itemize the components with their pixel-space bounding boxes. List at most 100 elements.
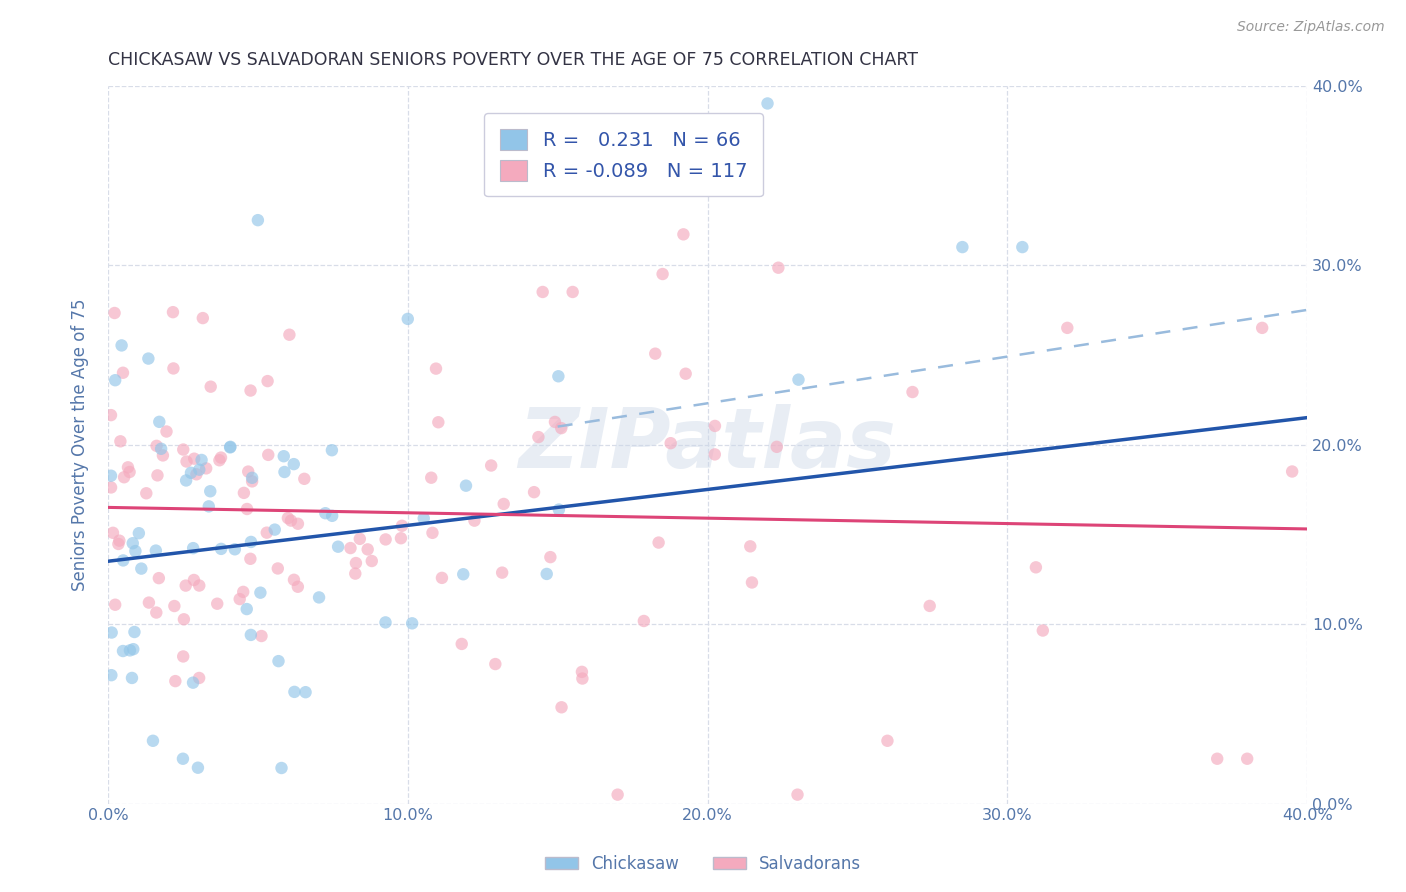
Point	[103, 306, 125, 320]
Point	[401, 616, 423, 631]
Point	[142, 733, 165, 747]
Point	[523, 485, 546, 500]
Point	[704, 418, 727, 433]
Point	[162, 361, 184, 376]
Point	[267, 654, 290, 668]
Point	[344, 556, 367, 570]
Point	[647, 535, 669, 549]
Point	[249, 585, 271, 599]
Point	[741, 575, 763, 590]
Point	[451, 567, 474, 582]
Y-axis label: Seniors Poverty Over the Age of 75: Seniors Poverty Over the Age of 75	[72, 298, 89, 591]
Point	[188, 463, 211, 477]
Point	[240, 471, 263, 485]
Point	[104, 598, 127, 612]
Point	[768, 260, 790, 275]
Point	[396, 312, 419, 326]
Point	[571, 672, 593, 686]
Point	[181, 675, 204, 690]
Point	[326, 540, 349, 554]
Point	[1025, 560, 1047, 574]
Point	[236, 502, 259, 516]
Legend: Chickasaw, Salvadorans: Chickasaw, Salvadorans	[538, 848, 868, 880]
Point	[250, 629, 273, 643]
Point	[107, 537, 129, 551]
Point	[224, 542, 246, 557]
Point	[209, 541, 232, 556]
Point	[173, 612, 195, 626]
Point	[321, 508, 343, 523]
Point	[188, 671, 211, 685]
Point	[420, 471, 443, 485]
Point	[180, 466, 202, 480]
Point	[357, 542, 380, 557]
Point	[110, 338, 132, 352]
Point	[1251, 321, 1274, 335]
Point	[240, 535, 263, 549]
Point	[104, 373, 127, 387]
Point	[112, 553, 135, 567]
Point	[195, 461, 218, 475]
Point	[651, 267, 673, 281]
Point	[412, 511, 434, 525]
Point	[100, 468, 122, 483]
Point	[146, 468, 169, 483]
Point	[187, 761, 209, 775]
Point	[174, 474, 197, 488]
Point	[536, 566, 558, 581]
Point	[190, 453, 212, 467]
Point	[425, 361, 447, 376]
Point	[208, 453, 231, 467]
Point	[280, 514, 302, 528]
Point	[257, 448, 280, 462]
Point	[267, 561, 290, 575]
Point	[138, 596, 160, 610]
Point	[765, 440, 787, 454]
Point	[117, 460, 139, 475]
Text: ZIPatlas: ZIPatlas	[519, 404, 897, 485]
Point	[138, 351, 160, 366]
Point	[1056, 321, 1078, 335]
Point	[240, 475, 263, 489]
Point	[128, 526, 150, 541]
Point	[308, 591, 330, 605]
Point	[756, 96, 779, 111]
Point	[121, 671, 143, 685]
Point	[172, 442, 194, 457]
Point	[644, 346, 666, 360]
Point	[876, 733, 898, 747]
Point	[219, 441, 242, 455]
Point	[531, 285, 554, 299]
Point	[239, 551, 262, 566]
Point	[901, 385, 924, 400]
Point	[422, 525, 444, 540]
Point	[550, 421, 572, 435]
Point	[278, 327, 301, 342]
Point	[527, 430, 550, 444]
Point	[786, 788, 808, 802]
Point	[148, 571, 170, 585]
Point	[197, 500, 219, 514]
Point	[124, 544, 146, 558]
Point	[1281, 465, 1303, 479]
Point	[561, 285, 583, 299]
Legend: R =   0.231   N = 66, R = -0.089   N = 117: R = 0.231 N = 66, R = -0.089 N = 117	[485, 113, 763, 196]
Point	[176, 454, 198, 468]
Point	[239, 384, 262, 398]
Point	[111, 644, 134, 658]
Point	[110, 434, 132, 449]
Point	[703, 447, 725, 461]
Point	[246, 213, 269, 227]
Point	[1032, 624, 1054, 638]
Point	[360, 554, 382, 568]
Point	[172, 649, 194, 664]
Point	[118, 643, 141, 657]
Point	[918, 599, 941, 613]
Point	[294, 685, 316, 699]
Point	[427, 415, 450, 429]
Point	[155, 425, 177, 439]
Text: Source: ZipAtlas.com: Source: ZipAtlas.com	[1237, 20, 1385, 34]
Point	[633, 614, 655, 628]
Point	[256, 525, 278, 540]
Point	[183, 573, 205, 587]
